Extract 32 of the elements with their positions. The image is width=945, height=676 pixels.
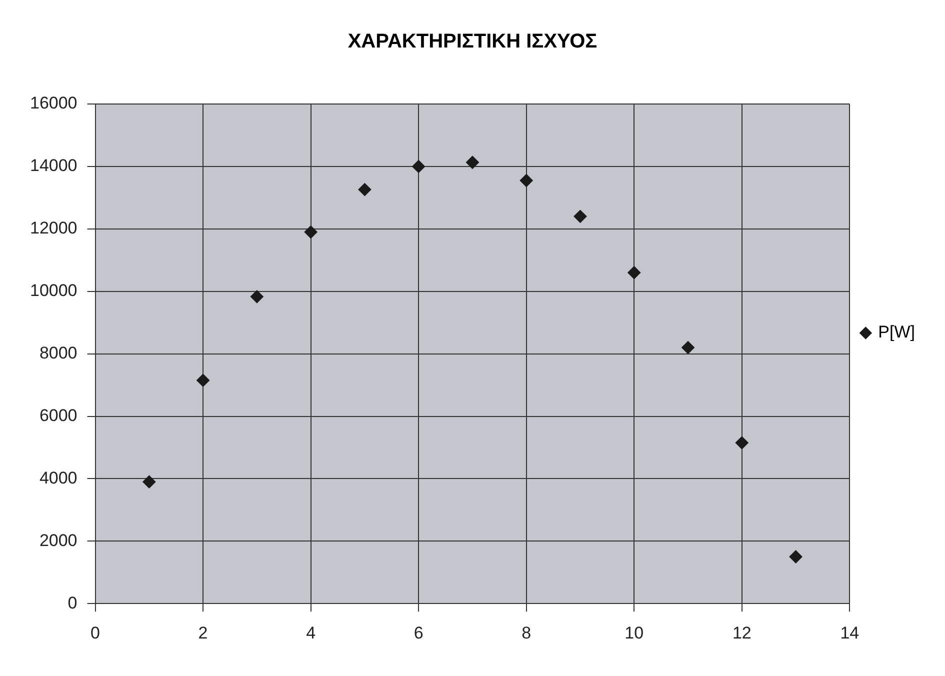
point bbox=[142, 475, 156, 488]
x-tick-label: 8 bbox=[522, 623, 532, 642]
x-tick-label: 10 bbox=[624, 623, 644, 642]
point bbox=[520, 174, 533, 187]
x-tick-label: 12 bbox=[732, 623, 752, 642]
point bbox=[304, 226, 318, 239]
x-tick-label: 2 bbox=[198, 623, 208, 642]
y-tick-label: 6000 bbox=[39, 406, 78, 425]
x-tick-label: 4 bbox=[306, 623, 316, 642]
point bbox=[789, 550, 802, 564]
x-tick-label: 0 bbox=[90, 623, 100, 642]
point bbox=[628, 266, 641, 280]
point bbox=[574, 210, 587, 223]
x-tick-label: 6 bbox=[414, 623, 424, 642]
point bbox=[250, 290, 264, 304]
x-tick-label: 14 bbox=[840, 623, 860, 642]
y-tick-label: 10000 bbox=[30, 281, 78, 300]
point bbox=[682, 341, 695, 354]
point bbox=[466, 156, 479, 169]
y-tick-label: 4000 bbox=[39, 468, 78, 488]
y-tick-label: 12000 bbox=[30, 218, 78, 238]
y-tick-label: 2000 bbox=[39, 530, 78, 550]
point bbox=[735, 436, 748, 450]
legend-label: P[W] bbox=[878, 322, 916, 342]
point bbox=[358, 183, 372, 196]
point bbox=[412, 160, 426, 173]
y-tick-label: 8000 bbox=[39, 343, 78, 362]
y-tick-label: 14000 bbox=[30, 156, 78, 176]
y-tick-label: 16000 bbox=[30, 94, 78, 113]
y-tick-label: 0 bbox=[68, 593, 78, 612]
point bbox=[196, 374, 210, 387]
chart-title: ΧΑΡΑΚΤΗΡΙΣΤΙΚΗ ΙΣΧΥΟΣ bbox=[348, 30, 598, 53]
